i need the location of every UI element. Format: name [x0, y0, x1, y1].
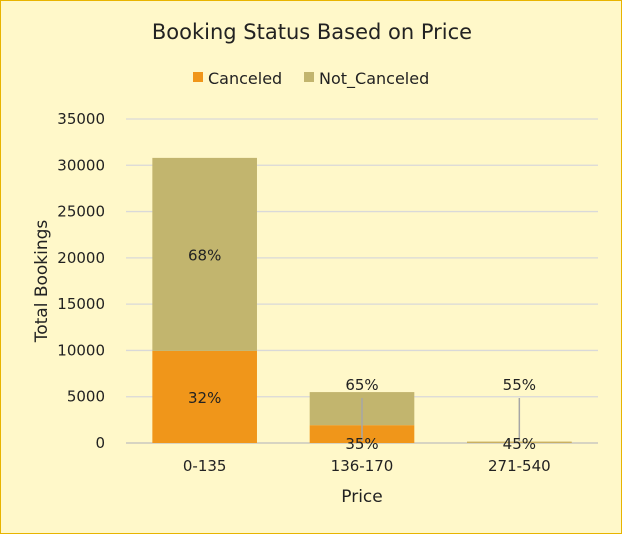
x-axis-title: Price	[341, 487, 382, 507]
bar-not-canceled	[467, 441, 572, 443]
x-tick-label: 0-135	[183, 457, 227, 475]
data-label: 45%	[503, 435, 536, 453]
x-tick-label: 136-170	[331, 457, 394, 475]
y-axis-ticks: 0 5000 10000 15000 20000 25000 30000 35000	[57, 110, 105, 452]
legend-label-canceled: Canceled	[208, 69, 282, 88]
y-tick-label: 5000	[67, 388, 105, 406]
chart-title: Booking Status Based on Price	[152, 20, 472, 44]
legend-swatch-not-canceled	[304, 72, 314, 82]
legend-label-not-canceled: Not_Canceled	[319, 69, 429, 89]
y-tick-label: 0	[95, 434, 105, 452]
data-label: 65%	[345, 376, 378, 394]
data-label: 55%	[503, 376, 536, 394]
y-tick-label: 35000	[57, 110, 105, 128]
x-axis-ticks: 0-135 136-170 271-540	[183, 457, 551, 475]
y-tick-label: 10000	[57, 341, 105, 359]
bar-not-canceled	[152, 157, 257, 351]
y-tick-label: 20000	[57, 249, 105, 267]
data-labels: 32% 68% 65% 35% 55% 45%	[188, 246, 536, 453]
y-axis-title: Total Bookings	[32, 220, 52, 344]
data-label: 68%	[188, 246, 221, 264]
data-label: 35%	[345, 435, 378, 453]
bar-canceled	[152, 350, 257, 443]
y-tick-label: 25000	[57, 203, 105, 221]
y-tick-label: 15000	[57, 295, 105, 313]
y-tick-label: 30000	[57, 156, 105, 174]
x-tick-label: 271-540	[488, 457, 551, 475]
data-label: 32%	[188, 389, 221, 407]
legend-swatch-canceled	[193, 72, 203, 82]
